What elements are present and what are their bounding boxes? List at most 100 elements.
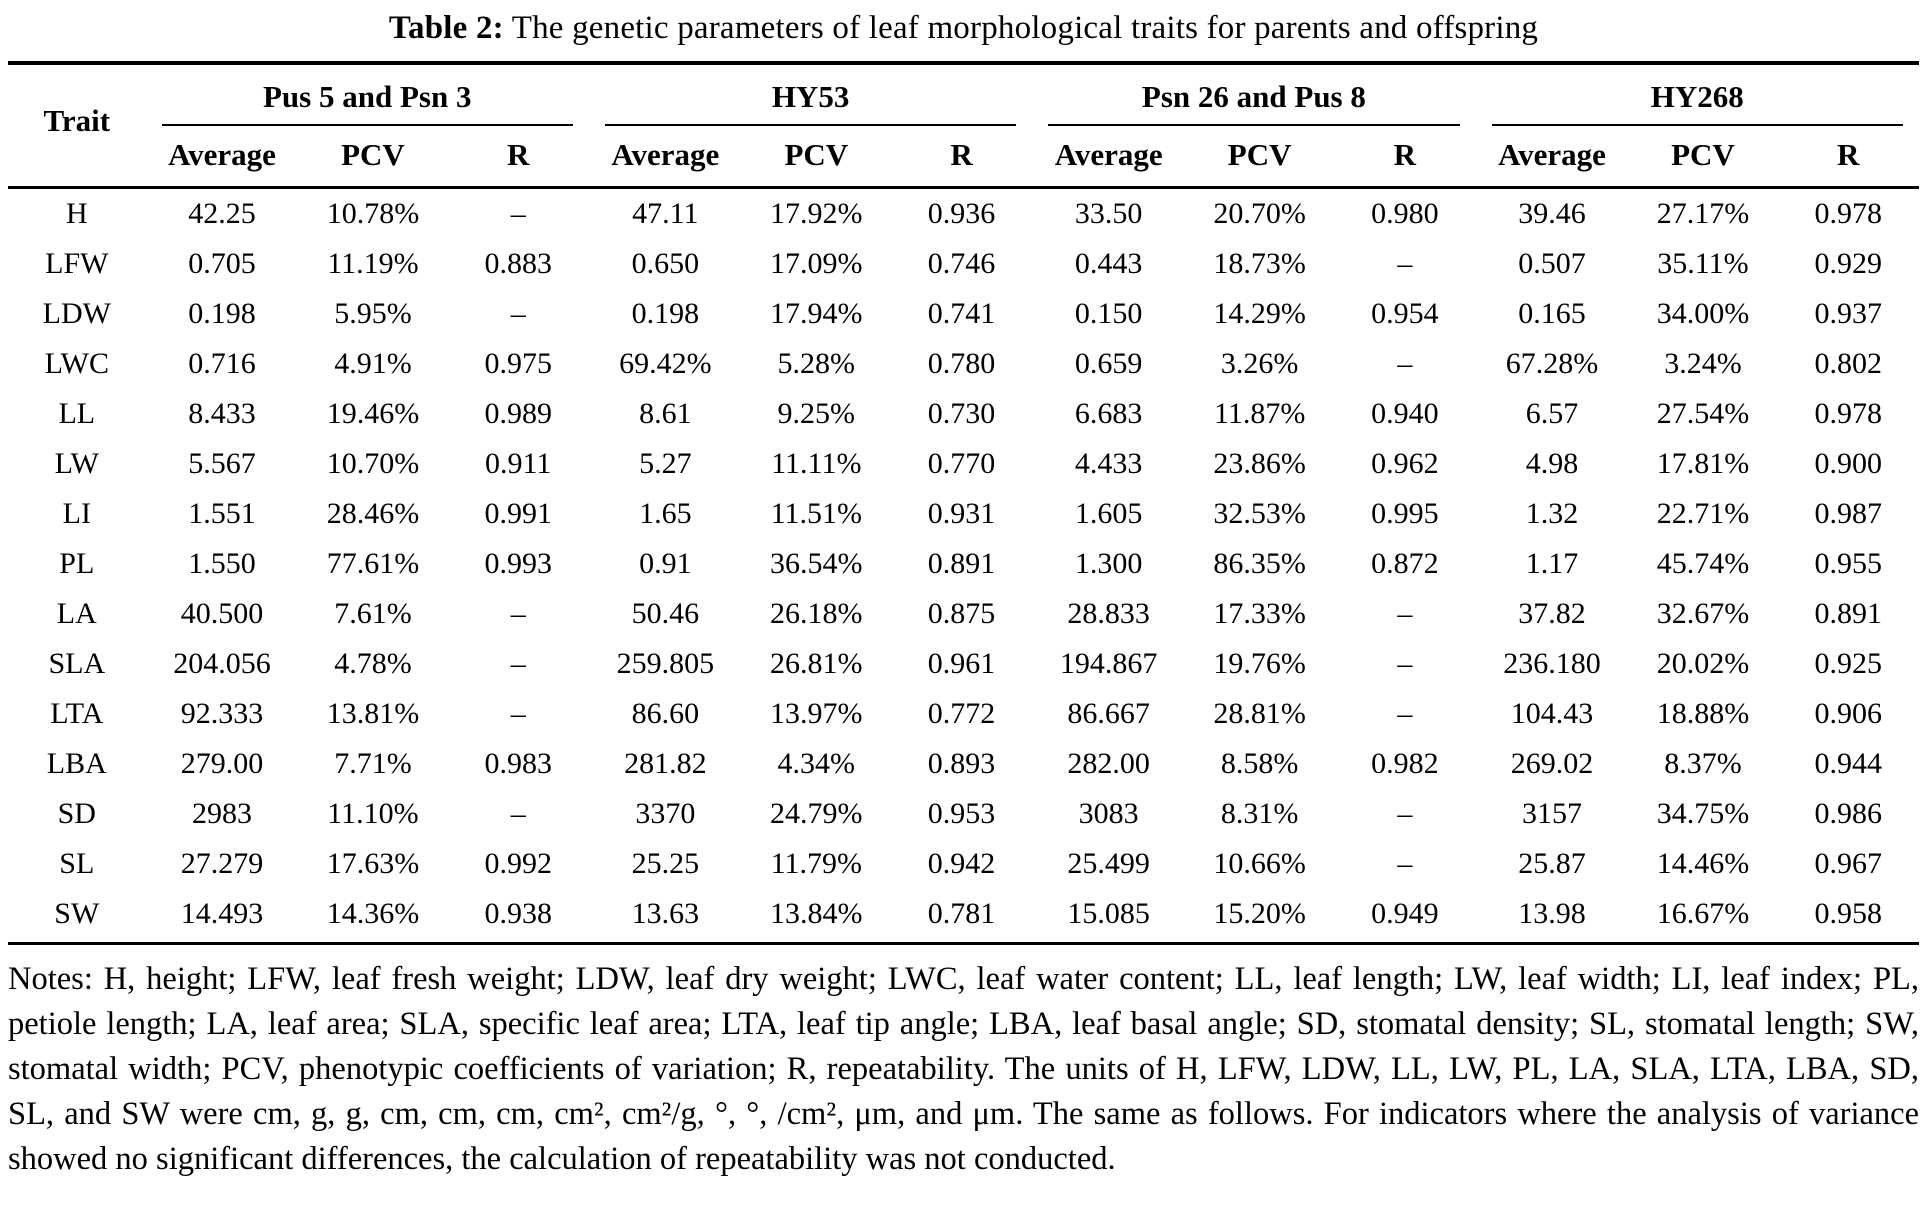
value-cell: 3157 [1522,797,1582,830]
value-cell: 0.942 [927,847,996,880]
value-cell: 8.58% [1220,747,1299,780]
table-caption: Table 2: The genetic parameters of leaf … [8,10,1919,47]
value-cell: 0.198 [631,297,700,330]
column-header-r: R [1334,126,1476,189]
value-cell: 27.54% [1656,397,1750,430]
value-cell: 17.94% [770,297,863,330]
value-cell: 0.940 [1371,397,1439,430]
value-cell: 25.25 [631,847,700,880]
trait-cell: LTA [50,697,104,730]
value-cell: 2983 [192,797,253,830]
value-cell: 0.780 [927,347,996,380]
value-cell: 0.953 [927,797,996,830]
value-cell: 0.991 [484,497,552,530]
value-cell: 34.00% [1656,297,1750,330]
value-cell: 0.911 [485,447,552,480]
value-cell: 4.433 [1074,447,1143,480]
column-header-pcv: PCV [1628,126,1778,189]
value-cell: 1.32 [1525,497,1579,530]
value-cell: 50.46 [631,597,700,630]
value-cell: 0.949 [1334,889,1476,945]
table-row: LL 8.433 19.46% 0.989 8.61 9.25% 0.730 6.683 11.… [8,389,1919,439]
value-cell: 0.746 [927,247,996,280]
value-cell: 13.98 [1475,889,1629,945]
value-cell: 0.906 [1814,697,1882,730]
value-cell: 194.867 [1059,647,1158,680]
value-cell: 0.772 [927,697,996,730]
value-cell: 18.88% [1656,697,1750,730]
value-cell: 0.883 [484,247,552,280]
table-row: LDW 0.198 5.95% – 0.198 17.94% 0.741 0.150 14.29… [8,289,1919,339]
value-cell: 0.198 [188,297,256,330]
value-cell: – [1397,797,1413,830]
value-cell: 0.989 [484,397,552,430]
trait-cell: LWC [44,347,109,380]
value-cell: 17.63% [326,847,420,880]
value-cell: 9.25% [777,397,856,430]
value-cell: 40.500 [180,597,264,630]
value-cell: 5.95% [334,297,412,330]
value-cell: 13.97% [770,697,863,730]
value-cell: 0.961 [927,647,996,680]
value-cell: 34.75% [1656,797,1750,830]
value-cell: 0.978 [1814,197,1882,230]
value-cell: 22.71% [1656,497,1750,530]
genetic-parameters-table: Trait Pus 5 and Psn 3 HY53 Psn 26 and Pu… [8,61,1919,945]
table-caption-label: Table 2: [388,10,504,46]
value-cell: 0.955 [1814,547,1882,580]
value-cell: 0.900 [1814,447,1882,480]
value-cell: 10.70% [326,447,420,480]
value-cell: 279.00 [180,747,264,780]
value-cell: 23.86% [1213,447,1306,480]
value-cell: 10.78% [326,197,420,230]
table-row: LA 40.500 7.61% – 50.46 26.18% 0.875 28.833 17.3… [8,589,1919,639]
value-cell: 3370 [635,797,696,830]
column-header-average: Average [588,126,742,189]
table-row: LI 1.551 28.46% 0.991 1.65 11.51% 0.931 1.605 32… [8,489,1919,539]
value-cell: 3.26% [1220,347,1299,380]
value-cell: 11.87% [1213,397,1306,430]
value-cell: 204.056 [173,647,271,680]
table-body: H 42.25 10.78% – 47.11 17.92% 0.936 33.50 20.70%… [8,188,1919,945]
value-cell: 0.993 [484,547,552,580]
value-cell: 25.499 [1067,847,1150,880]
value-cell: 28.833 [1067,597,1150,630]
value-cell: 0.891 [1814,597,1882,630]
value-cell: – [1397,697,1413,730]
table-notes: Notes: H, height; LFW, leaf fresh weight… [8,961,1919,1177]
value-cell: 259.805 [616,647,715,680]
value-cell: – [1397,847,1413,880]
value-cell: 0.893 [927,747,996,780]
value-cell: 0.937 [1814,297,1882,330]
value-cell: 0.443 [1074,247,1143,280]
table-row: SD 2983 11.10% – 3370 24.79% 0.953 3083 8.31% – 31… [8,789,1919,839]
value-cell: 28.81% [1213,697,1306,730]
value-cell: 7.71% [334,747,412,780]
value-cell: 14.36% [298,889,448,945]
value-cell: 8.61 [639,397,692,430]
value-cell: 269.02 [1510,747,1594,780]
value-cell: 0.925 [1814,647,1882,680]
table-row: LBA 279.00 7.71% 0.983 281.82 4.34% 0.893 282.0… [8,739,1919,789]
value-cell: 0.716 [188,347,256,380]
value-cell: 20.70% [1213,197,1306,230]
value-cell: 0.91 [639,547,692,580]
trait-cell: SLA [48,647,106,680]
table-row: SLA 204.056 4.78% – 259.805 26.81% 0.961 194.86… [8,639,1919,689]
table-row: SL 27.279 17.63% 0.992 25.25 11.79% 0.942 25.49… [8,839,1919,889]
value-cell: 15.085 [1032,889,1186,945]
value-cell: 8.433 [188,397,256,430]
column-header-average: Average [1475,126,1629,189]
value-cell: 1.551 [188,497,256,530]
value-cell: 5.27 [639,447,692,480]
value-cell: 13.63 [588,889,742,945]
value-cell: 8.37% [1664,747,1742,780]
column-header-average: Average [1032,126,1186,189]
group-header-hy53: HY53 [589,63,1032,126]
value-cell: 86.35% [1213,547,1306,580]
trait-cell: LA [56,597,97,630]
value-cell: 18.73% [1213,247,1306,280]
value-cell: 0.705 [188,247,256,280]
trait-cell: SL [59,847,95,880]
